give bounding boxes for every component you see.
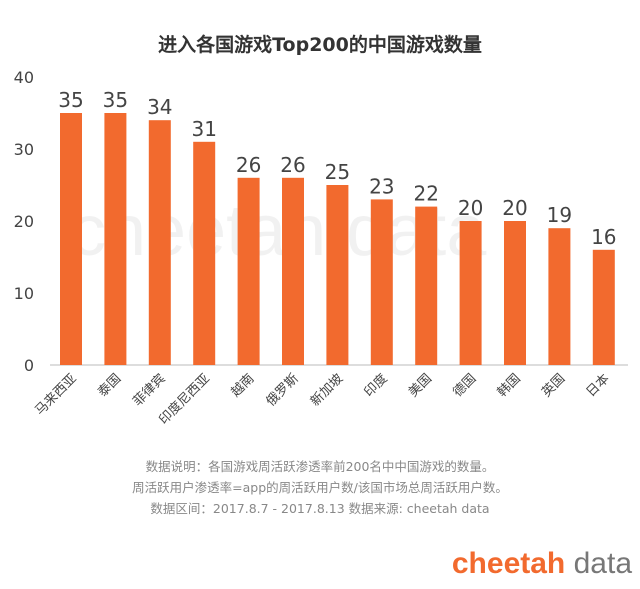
note-line: 数据说明：各国游戏周活跃渗透率前200名中中国游戏的数量。	[145, 459, 495, 474]
bar	[592, 249, 615, 365]
logo-brand: cheetah	[451, 547, 566, 580]
x-tick-label: 日本	[584, 371, 613, 400]
bar-chart: 01020304035马来西亚35泰国34菲律宾31印度尼西亚26越南26俄罗斯…	[14, 68, 628, 428]
chart-title: 进入各国游戏Top200的中国游戏数量	[158, 34, 482, 56]
data-label: 35	[103, 88, 128, 112]
data-label: 26	[280, 153, 305, 177]
notes: 数据说明：各国游戏周活跃渗透率前200名中中国游戏的数量。 周活跃用户渗透率=a…	[0, 456, 640, 519]
y-tick-label: 30	[14, 140, 34, 159]
logo: cheetah data	[452, 547, 632, 581]
data-label: 25	[325, 160, 350, 184]
x-tick-label: 德国	[450, 371, 479, 400]
x-tick-label: 菲律宾	[130, 371, 169, 410]
y-tick-label: 20	[14, 212, 34, 231]
bar	[148, 120, 171, 365]
bar	[60, 113, 82, 365]
x-tick-label: 泰国	[95, 371, 124, 400]
x-tick-label: 韩国	[495, 371, 524, 400]
data-label: 20	[458, 196, 483, 220]
bar	[193, 141, 216, 365]
note-line: 数据区间：2017.8.7 - 2017.8.13 数据来源: cheetah …	[150, 501, 490, 516]
x-tick-label: 印度	[361, 371, 391, 401]
note-line: 周活跃用户渗透率=app的周活跃用户数/该国市场总周活跃用户数。	[132, 480, 508, 495]
x-tick-label: 美国	[406, 371, 435, 400]
data-label: 23	[369, 174, 394, 198]
data-label: 16	[591, 225, 616, 249]
bar	[504, 221, 526, 365]
bar	[415, 206, 438, 365]
bar	[326, 185, 349, 365]
data-label: 35	[58, 88, 83, 112]
x-tick-label: 马来西亚	[32, 371, 79, 418]
bar	[237, 177, 260, 365]
bar	[459, 221, 482, 365]
y-tick-label: 10	[14, 284, 34, 303]
bar	[282, 177, 304, 365]
y-tick-label: 40	[14, 68, 34, 87]
bar	[548, 228, 571, 365]
logo-suffix: data	[573, 547, 632, 580]
data-label: 19	[547, 203, 572, 227]
data-label: 20	[502, 196, 527, 220]
data-label: 26	[236, 153, 261, 177]
data-label: 34	[147, 95, 172, 119]
x-tick-label: 英国	[539, 371, 568, 400]
x-tick-label: 越南	[228, 371, 258, 401]
bar	[370, 199, 393, 365]
data-label: 31	[191, 117, 216, 141]
x-tick-label: 俄罗斯	[264, 371, 302, 409]
bar	[104, 113, 127, 365]
data-label: 22	[413, 182, 438, 206]
x-tick-label: 新加坡	[307, 371, 346, 410]
y-tick-label: 0	[24, 356, 34, 375]
